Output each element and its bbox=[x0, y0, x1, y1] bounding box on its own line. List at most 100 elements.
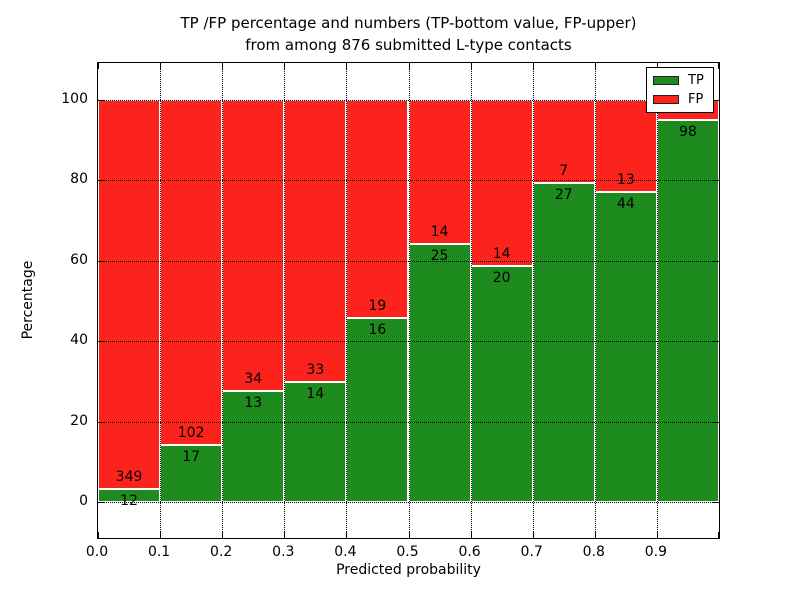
bar-segment-fp bbox=[470, 100, 533, 266]
legend-item-tp: TP bbox=[653, 73, 707, 88]
y-tick-label: 80 bbox=[70, 171, 88, 188]
bar-label-tp: 98 bbox=[679, 123, 697, 140]
bar-label-fp: 33 bbox=[306, 362, 325, 379]
bar-label-tp: 27 bbox=[554, 186, 573, 203]
x-tick-mark bbox=[408, 63, 410, 69]
x-tick-mark bbox=[656, 63, 658, 69]
bar-segment-fp bbox=[346, 100, 409, 319]
gridline-v bbox=[594, 63, 596, 538]
gridline-v bbox=[408, 63, 410, 538]
gridline-v bbox=[222, 63, 224, 538]
x-tick-label: 0.5 bbox=[396, 544, 419, 560]
bar-label-tp: 16 bbox=[368, 322, 387, 339]
legend-label-tp: TP bbox=[688, 73, 704, 88]
x-tick-mark bbox=[346, 63, 348, 69]
bar-label-tp: 14 bbox=[306, 386, 325, 403]
x-tick-label: 0.3 bbox=[272, 544, 295, 560]
x-tick-mark bbox=[718, 63, 719, 69]
bar-label-tp: 20 bbox=[492, 269, 511, 286]
x-tick-label: 0.6 bbox=[458, 544, 481, 560]
y-tick-mark bbox=[713, 180, 719, 182]
bar-segment-tp bbox=[160, 444, 223, 502]
bar-segment-tp bbox=[656, 119, 719, 502]
bar-label-fp: 14 bbox=[492, 245, 511, 262]
y-axis-label: Percentage bbox=[20, 260, 36, 340]
x-tick-label: 0.2 bbox=[210, 544, 233, 560]
x-tick-mark bbox=[346, 532, 348, 538]
x-tick-label: 0.8 bbox=[582, 544, 605, 560]
x-tick-mark bbox=[408, 532, 410, 538]
bar-label-fp: 13 bbox=[616, 171, 635, 188]
y-tick-mark bbox=[713, 100, 719, 101]
bar-label-tp: 13 bbox=[244, 394, 263, 411]
legend-item-fp: FP bbox=[653, 92, 707, 107]
x-tick-mark bbox=[594, 63, 596, 69]
bar-label-fp: 19 bbox=[368, 298, 387, 315]
bar-segment-tp bbox=[284, 382, 347, 502]
bar-label-tp: 17 bbox=[182, 448, 201, 465]
bar-label-fp: 14 bbox=[430, 224, 449, 241]
x-tick-mark bbox=[98, 63, 99, 69]
bar-label-fp: 102 bbox=[177, 424, 205, 441]
bar-label-tp: 25 bbox=[430, 248, 449, 265]
y-tick-label: 60 bbox=[70, 251, 88, 268]
x-tick-mark bbox=[98, 532, 99, 538]
x-tick-mark bbox=[160, 532, 162, 538]
x-tick-mark bbox=[594, 532, 596, 538]
x-tick-mark bbox=[532, 63, 534, 69]
chart-title: TP /FP percentage and numbers (TP-bottom… bbox=[97, 12, 720, 56]
gridline-v bbox=[470, 63, 472, 538]
y-tick-mark bbox=[98, 260, 104, 262]
y-tick-label: 20 bbox=[70, 412, 88, 429]
x-tick-mark bbox=[284, 532, 286, 538]
bar-segment-fp bbox=[98, 100, 161, 489]
bar-label-fp: 349 bbox=[115, 468, 143, 485]
x-tick-label: 0.9 bbox=[644, 544, 668, 560]
bar-segment-fp bbox=[222, 100, 285, 391]
tp-swatch-icon bbox=[653, 76, 679, 85]
bar-label-tp: 44 bbox=[616, 195, 635, 212]
legend: TP FP bbox=[646, 67, 714, 113]
gridline-v bbox=[346, 63, 348, 538]
x-tick-mark bbox=[470, 63, 472, 69]
y-tick-label: 0 bbox=[79, 493, 88, 509]
x-axis-label: Predicted probability bbox=[336, 562, 481, 578]
x-tick-label: 0.1 bbox=[147, 544, 171, 560]
bar-label-tp: 12 bbox=[120, 492, 138, 509]
y-tick-mark bbox=[98, 341, 104, 343]
x-tick-mark bbox=[160, 63, 162, 69]
bar-segment-tp bbox=[98, 488, 161, 502]
x-tick-label: 0.0 bbox=[85, 544, 109, 560]
chart-title-line2: from among 876 submitted L-type contacts bbox=[245, 36, 572, 54]
gridline-v bbox=[532, 63, 534, 538]
bar-segment-tp bbox=[594, 191, 657, 502]
x-tick-mark bbox=[718, 532, 719, 538]
y-tick-mark bbox=[98, 502, 104, 503]
bar-segment-fp bbox=[284, 100, 347, 383]
x-tick-mark bbox=[532, 532, 534, 538]
y-tick-mark bbox=[713, 421, 719, 423]
x-tick-label: 0.4 bbox=[334, 544, 357, 560]
y-tick-mark bbox=[713, 502, 719, 503]
gridline-v bbox=[160, 63, 162, 538]
x-tick-mark bbox=[284, 63, 286, 69]
bar-segment-tp bbox=[470, 265, 533, 502]
y-tick-mark bbox=[98, 421, 104, 423]
fp-swatch-icon bbox=[653, 95, 679, 104]
gridline-v bbox=[284, 63, 286, 538]
bar-segment-tp bbox=[532, 182, 595, 502]
plot-area: 349 12 102 17 34 13 33 14 19 16 14 25 14 20 7 27 13 44 98 bbox=[97, 62, 720, 539]
bar-segment-fp bbox=[160, 100, 223, 445]
bar-label-fp: 7 bbox=[559, 162, 569, 179]
y-tick-label: 40 bbox=[70, 332, 88, 349]
chart-title-line1: TP /FP percentage and numbers (TP-bottom… bbox=[180, 14, 637, 32]
gridline-v bbox=[656, 63, 658, 538]
y-tick-mark bbox=[713, 260, 719, 262]
bar-segment-tp bbox=[346, 318, 409, 502]
legend-label-fp: FP bbox=[688, 92, 704, 107]
y-tick-label: 100 bbox=[61, 91, 88, 107]
bar-segment-tp bbox=[222, 390, 285, 502]
bar-label-fp: 34 bbox=[244, 370, 263, 387]
bar-segment-tp bbox=[408, 244, 471, 502]
